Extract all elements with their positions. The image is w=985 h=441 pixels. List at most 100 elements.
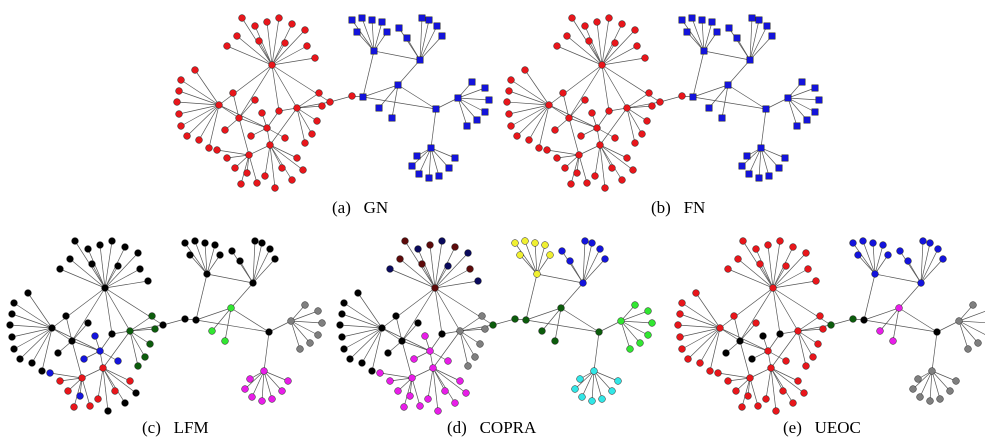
network-node — [568, 14, 576, 22]
network-edge — [71, 322, 89, 342]
network-edge — [797, 330, 807, 367]
network-edge — [244, 370, 265, 390]
network-edge — [269, 144, 298, 159]
network-node — [146, 340, 154, 348]
network-node — [611, 39, 619, 47]
network-edge — [97, 367, 104, 400]
network-node — [28, 359, 36, 367]
network-edge — [574, 370, 595, 390]
network-node — [84, 319, 92, 327]
network-node — [86, 402, 94, 410]
network-edge — [739, 340, 751, 379]
network-edge — [659, 95, 683, 103]
network-edge — [620, 310, 649, 322]
network-edge — [296, 107, 318, 122]
network-node — [507, 76, 515, 84]
network-edge — [248, 154, 258, 184]
network-edge — [102, 367, 131, 382]
network-node — [605, 14, 613, 22]
network-edge — [582, 258, 606, 284]
network-node — [481, 325, 489, 333]
network-node — [583, 179, 591, 187]
network-node — [76, 392, 84, 400]
network-edge — [599, 144, 628, 159]
network-node — [462, 389, 470, 397]
network-node — [126, 327, 134, 335]
network-node — [211, 241, 219, 249]
network-edge — [525, 319, 600, 333]
network-node — [684, 355, 692, 363]
network-node — [466, 265, 474, 273]
network-node — [811, 84, 819, 92]
network-node — [782, 357, 790, 365]
network-edge — [379, 372, 413, 379]
network-node — [776, 330, 784, 338]
network-edge — [178, 104, 220, 115]
network-edge — [568, 117, 598, 129]
network-edge — [898, 282, 922, 309]
network-node — [754, 402, 762, 410]
network-edge — [749, 19, 760, 61]
network-node — [260, 367, 268, 375]
network-node — [716, 324, 724, 332]
network-edge — [102, 330, 131, 369]
network-node — [618, 20, 626, 28]
network-node — [849, 315, 857, 323]
network-node — [151, 325, 159, 333]
network-edge — [703, 50, 751, 61]
network-node — [700, 47, 708, 55]
network-edge — [162, 318, 186, 326]
network-node — [895, 304, 903, 312]
network-edge — [271, 42, 286, 66]
network-node — [175, 87, 183, 95]
network-node — [563, 32, 571, 40]
network-node — [438, 330, 446, 338]
network-node — [738, 403, 746, 411]
network-edge — [269, 144, 304, 171]
network-node — [595, 328, 603, 336]
network-node — [763, 22, 771, 30]
network-edge — [296, 101, 331, 109]
network-node — [814, 340, 822, 348]
network-node — [136, 265, 144, 273]
network-edge — [102, 367, 126, 404]
network-edge — [568, 64, 603, 119]
network-node — [275, 14, 283, 22]
network-edge — [958, 320, 969, 350]
network-edge — [536, 244, 546, 275]
network-edge — [13, 302, 53, 329]
network-node — [645, 89, 653, 97]
network-node — [601, 184, 609, 192]
network-node — [860, 316, 868, 324]
network-node — [421, 332, 429, 340]
network-edge — [560, 282, 584, 309]
network-node — [588, 397, 596, 405]
network-edge — [692, 96, 767, 110]
network-edge — [536, 254, 551, 275]
network-node — [779, 387, 787, 395]
caption-e: (e) UEOC — [783, 418, 861, 437]
network-node — [70, 403, 78, 411]
network-node — [253, 179, 261, 187]
network-node — [798, 78, 806, 86]
network-node — [605, 107, 613, 115]
network-node — [132, 389, 140, 397]
network-node — [96, 347, 104, 355]
network-node — [444, 262, 452, 270]
network-edge — [519, 254, 538, 275]
network-edge — [578, 154, 588, 184]
network-node — [558, 247, 566, 255]
network-node — [456, 377, 464, 385]
network-node — [585, 37, 593, 45]
network-node — [933, 328, 941, 336]
network-node — [725, 24, 733, 32]
network-edge — [770, 367, 777, 412]
network-node — [623, 104, 631, 112]
network-edge — [268, 320, 292, 333]
network-edge — [230, 307, 270, 333]
network-edge — [830, 318, 854, 326]
network-edge — [357, 292, 383, 329]
network-node — [623, 154, 631, 162]
network-edge — [514, 242, 538, 275]
